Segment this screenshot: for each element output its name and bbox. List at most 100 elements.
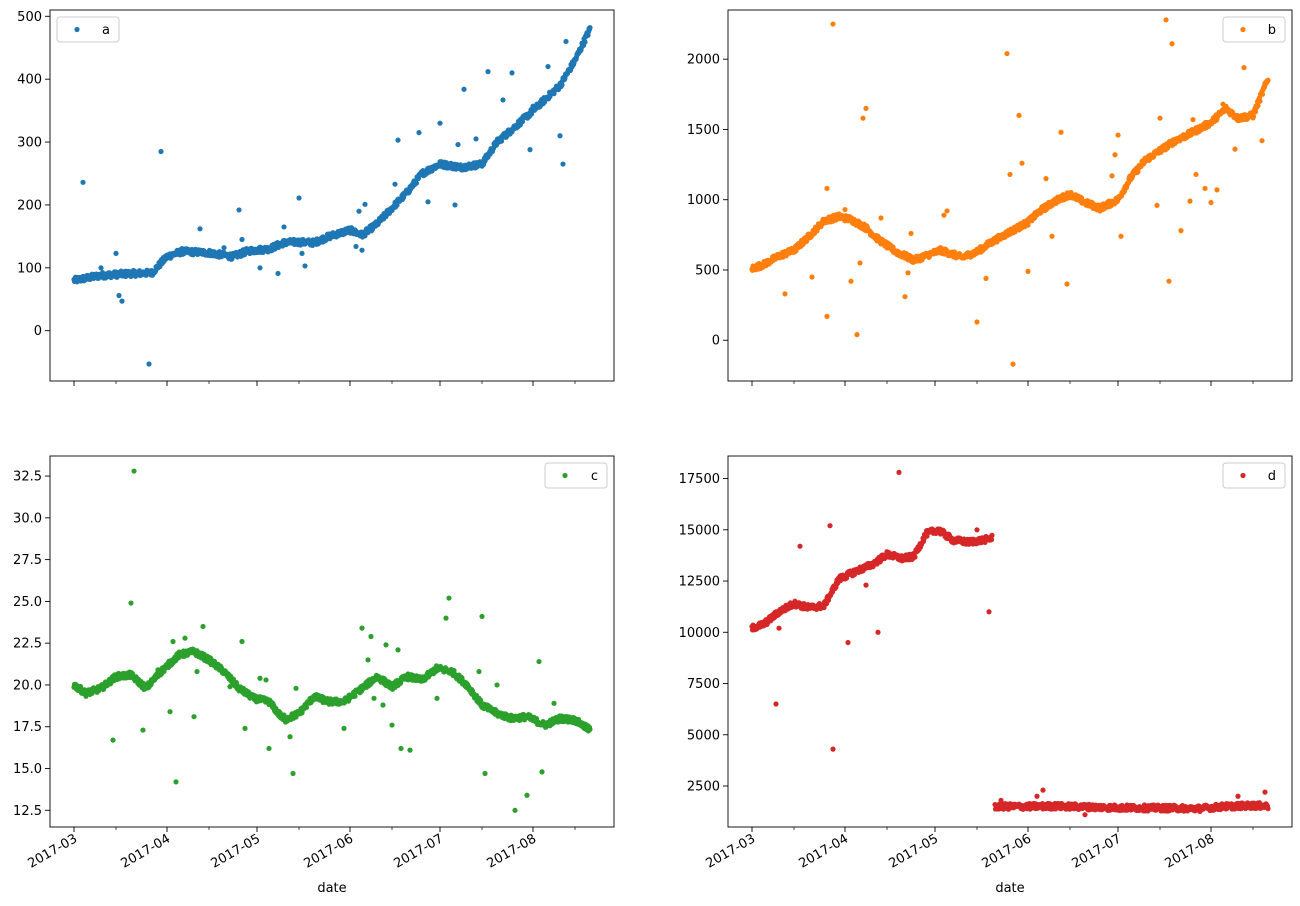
data-point (80, 179, 86, 185)
data-point (287, 734, 293, 740)
legend-box (1222, 16, 1286, 43)
data-point (167, 709, 173, 715)
series-a (71, 25, 593, 367)
legend: d (1222, 462, 1286, 489)
data-point (830, 21, 836, 27)
data-point (539, 769, 545, 775)
y-tick-label: 500 (695, 263, 720, 278)
legend-label: b (1268, 23, 1276, 38)
y-tick-label: 25.0 (13, 595, 42, 610)
data-point (519, 118, 526, 125)
data-point (1043, 176, 1049, 182)
data-point (479, 613, 485, 620)
data-point (140, 727, 146, 733)
data-point (875, 629, 881, 635)
data-point (197, 226, 203, 232)
data-point (1214, 187, 1220, 193)
data-point (128, 600, 134, 606)
y-tick-label: 17.5 (13, 720, 42, 735)
data-point (281, 712, 287, 718)
data-point (1112, 152, 1118, 158)
data-point (221, 245, 227, 251)
data-point (824, 185, 830, 192)
data-point (170, 638, 176, 645)
data-point (1187, 198, 1193, 204)
y-tick-label: 100 (17, 261, 42, 276)
data-point (383, 642, 389, 648)
data-point (155, 667, 161, 673)
data-point (477, 697, 484, 703)
data-point (389, 722, 395, 728)
data-point (824, 313, 830, 319)
data-point (587, 25, 593, 31)
y-tick-label: 7500 (687, 677, 720, 692)
data-point (1241, 65, 1247, 71)
data-point (1202, 185, 1208, 192)
data-point (1250, 113, 1257, 120)
data-point (239, 638, 245, 645)
y-tick-label: 400 (17, 73, 42, 88)
data-point (398, 745, 404, 752)
data-point (1190, 117, 1196, 123)
legend: b (1222, 16, 1286, 43)
data-point (989, 532, 995, 538)
data-point (98, 265, 104, 271)
data-point (1010, 361, 1016, 367)
x-tick-label: 2017-04 (796, 831, 851, 871)
data-point (1019, 160, 1025, 166)
data-point (362, 201, 368, 207)
data-point (113, 250, 119, 256)
data-point (275, 270, 281, 277)
y-tick-label: 2000 (687, 53, 720, 68)
data-point (455, 141, 461, 148)
x-tick-label: 2017-03 (703, 831, 758, 871)
legend: a (56, 16, 120, 43)
y-tick-label: 17500 (679, 472, 720, 487)
data-point (200, 623, 206, 630)
data-point (908, 230, 914, 237)
data-point (1265, 806, 1271, 812)
data-point (1040, 787, 1046, 793)
data-point (476, 668, 482, 675)
data-point (227, 684, 233, 690)
data-point (860, 115, 866, 121)
data-point (1257, 98, 1263, 104)
data-point (290, 770, 296, 777)
data-point (452, 202, 458, 208)
data-point (912, 554, 918, 560)
data-point (1166, 278, 1172, 284)
data-point (119, 298, 125, 304)
y-tick-label: 300 (17, 136, 42, 151)
data-point (257, 265, 263, 271)
data-point (842, 206, 848, 213)
data-point (1220, 101, 1226, 107)
data-point (1082, 812, 1088, 818)
x-tick-label: 2017-07 (391, 831, 446, 871)
data-point (356, 208, 362, 214)
axes-frame (49, 455, 615, 828)
data-point (1109, 173, 1115, 179)
x-tick-label: 2017-07 (1069, 831, 1124, 871)
data-point (242, 725, 248, 732)
data-point (1255, 103, 1261, 109)
x-tick-label: 2017-08 (484, 831, 539, 871)
data-point (974, 319, 980, 325)
data-point (509, 70, 515, 76)
data-point (137, 272, 143, 278)
series-b (749, 17, 1271, 367)
legend-box (56, 16, 120, 43)
data-point (797, 543, 803, 549)
x-tick-label: 2017-06 (979, 831, 1034, 871)
plot-area (728, 10, 1292, 381)
legend-label: a (102, 23, 110, 38)
data-point (809, 274, 815, 280)
data-point (1016, 112, 1022, 118)
y-tick-label: 2500 (687, 780, 720, 795)
data-point (395, 647, 401, 653)
data-point (239, 236, 245, 243)
data-point (941, 212, 947, 218)
data-point (257, 675, 263, 681)
data-point (341, 725, 347, 732)
data-point (560, 161, 566, 167)
